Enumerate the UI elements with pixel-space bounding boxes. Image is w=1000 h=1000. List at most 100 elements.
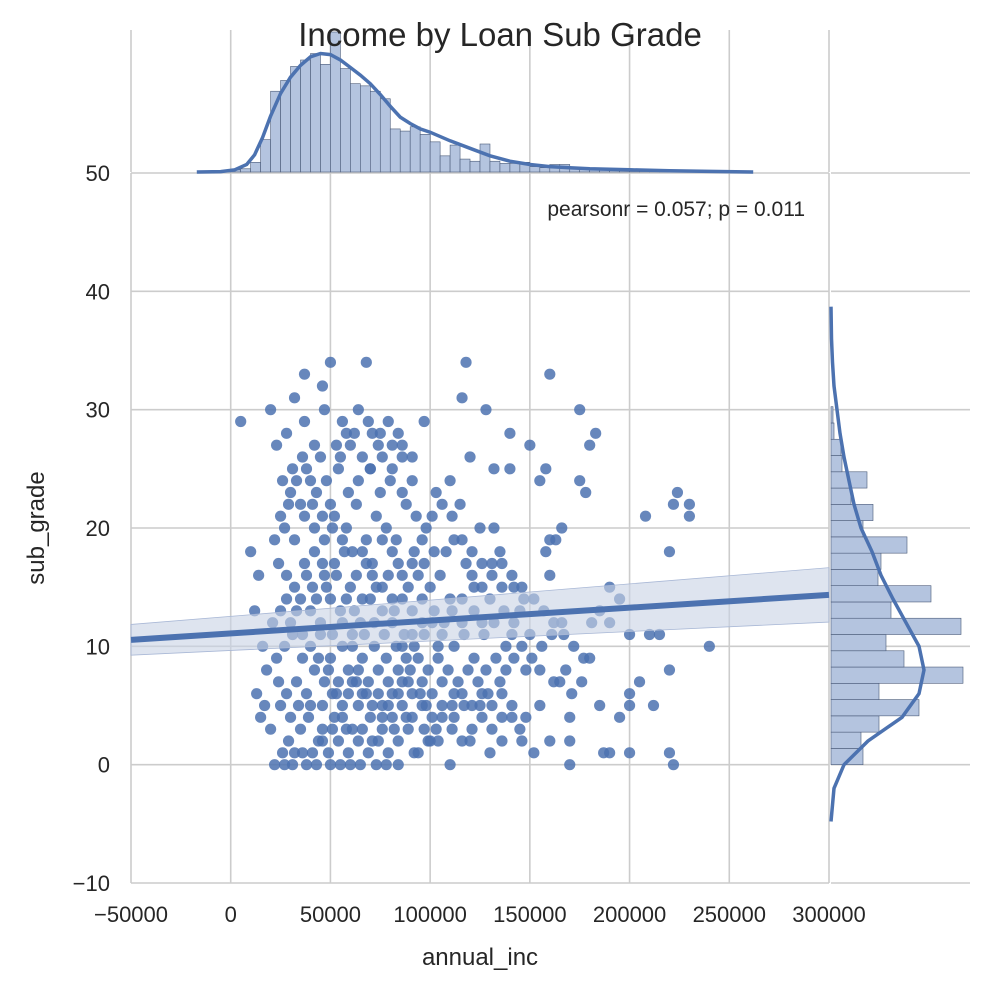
x-tick-label: 100000 [393, 902, 466, 927]
scatter-point [412, 569, 424, 581]
scatter-point [370, 510, 382, 522]
scatter-point [288, 747, 301, 759]
scatter-point [296, 451, 309, 463]
scatter-point [396, 439, 408, 451]
scatter-point [528, 747, 540, 759]
scatter-point [474, 699, 486, 712]
scatter-point [324, 652, 337, 664]
scatter-point [392, 557, 404, 570]
confidence-band [130, 567, 830, 656]
y-hist-bar [830, 585, 932, 603]
scatter-point [520, 711, 532, 723]
scatter-point [480, 404, 492, 416]
x-tick-label: −50000 [94, 902, 168, 927]
scatter-point [444, 759, 456, 771]
scatter-point [300, 463, 313, 475]
scatter-point [392, 735, 404, 747]
scatter-point [436, 676, 448, 688]
scatter-point [350, 498, 362, 510]
scatter-point [456, 534, 468, 546]
scatter-point [406, 557, 418, 570]
scatter-point [308, 522, 321, 534]
scatter-point [320, 475, 333, 487]
scatter-point [346, 546, 358, 558]
scatter-point [396, 676, 408, 688]
scatter-point [320, 581, 333, 593]
scatter-point [534, 699, 546, 712]
scatter-point [324, 759, 337, 771]
scatter-point [390, 534, 402, 546]
scatter-point [456, 735, 468, 747]
y-marginal-histogram [830, 406, 964, 765]
scatter-point [376, 451, 388, 463]
scatter-point [296, 652, 309, 664]
scatter-point [376, 723, 388, 735]
scatter-point [322, 664, 335, 676]
scatter-point [400, 498, 412, 510]
scatter-point [446, 699, 458, 712]
scatter-point [432, 652, 444, 664]
y-hist-bar [830, 487, 852, 505]
scatter-point [556, 522, 568, 534]
x-hist-bar [360, 85, 371, 173]
x-hist-bar [429, 141, 441, 173]
scatter-point [446, 723, 458, 735]
x-hist-bar [379, 98, 391, 173]
scatter-point [332, 676, 345, 688]
scatter-point [534, 475, 546, 487]
scatter-point [416, 676, 428, 688]
scatter-point [476, 688, 488, 700]
scatter-point [402, 581, 414, 593]
scatter-point [308, 439, 321, 451]
scatter-point [235, 415, 247, 428]
scatter-point [464, 451, 476, 463]
x-hist-bar [439, 155, 451, 173]
scatter-point [372, 688, 384, 700]
scatter-point [294, 593, 307, 605]
scatter-point [494, 676, 506, 688]
scatter-point [420, 522, 432, 534]
scatter-point [544, 735, 556, 747]
scatter-point [564, 735, 576, 747]
scatter-point [334, 451, 346, 463]
scatter-point [380, 759, 392, 771]
scatter-point [268, 534, 281, 546]
scatter-point [342, 747, 354, 759]
x-tick-label: 150000 [493, 902, 566, 927]
scatter-point [332, 735, 345, 747]
x-hist-bar [240, 168, 251, 173]
scatter-point [288, 534, 301, 546]
scatter-point [496, 557, 508, 570]
x-hist-bar [449, 144, 461, 173]
scatter-point [278, 522, 291, 534]
scatter-point [249, 605, 261, 617]
chart-title: Income by Loan Sub Grade [298, 16, 702, 53]
scatter-point [336, 415, 348, 428]
scatter-point [276, 475, 289, 487]
scatter-point [496, 735, 508, 747]
scatter-point [366, 569, 378, 581]
scatter-point [548, 676, 560, 688]
scatter-point [265, 404, 277, 416]
scatter-point [382, 415, 394, 428]
x-hist-bar [310, 53, 321, 173]
scatter-point [314, 451, 327, 463]
scatter-point [324, 356, 337, 368]
scatter-point [430, 723, 442, 735]
scatter-point [298, 510, 311, 522]
scatter-point [396, 451, 408, 463]
scatter-point [448, 711, 460, 723]
scatter-point [304, 699, 317, 712]
scatter-point [574, 404, 586, 416]
scatter-point [406, 451, 418, 463]
y-hist-bar [830, 715, 880, 733]
x-hist-bar [389, 128, 401, 173]
x-hist-bar [370, 90, 381, 173]
scatter-point [270, 652, 283, 664]
scatter-point [446, 510, 458, 522]
scatter-point [506, 699, 518, 712]
scatter-point [382, 569, 394, 581]
scatter-point [484, 747, 496, 759]
x-hist-bar [260, 139, 271, 173]
x-axis-title: annual_inc [422, 944, 538, 971]
